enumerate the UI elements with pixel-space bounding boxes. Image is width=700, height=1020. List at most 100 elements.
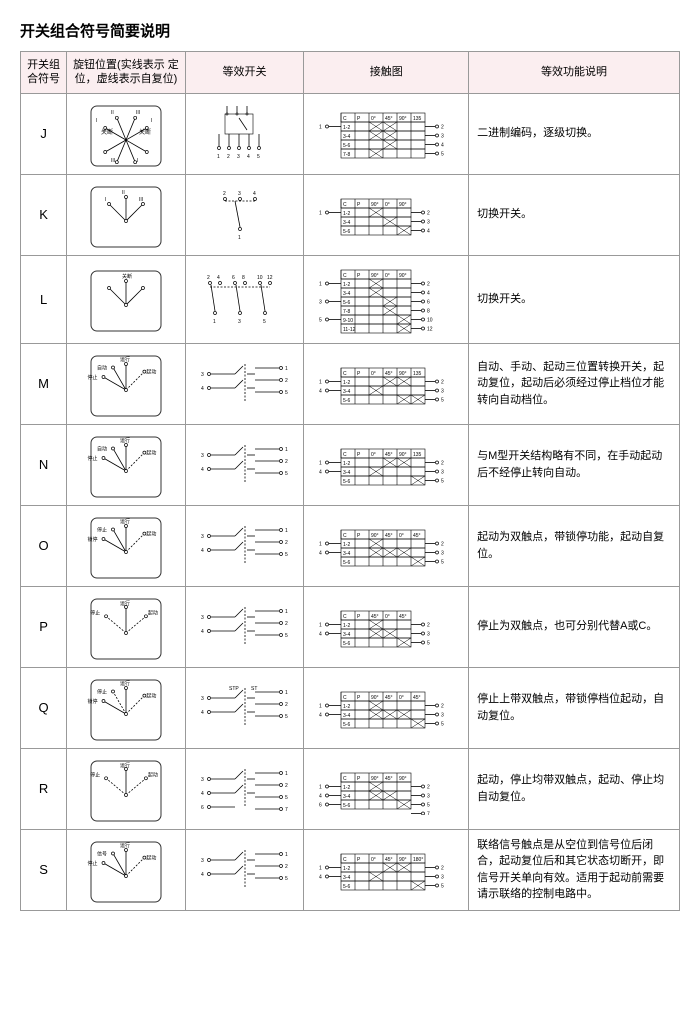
svg-text:1-2: 1-2 [343,211,350,217]
svg-text:1-2: 1-2 [343,866,350,872]
svg-text:0°: 0° [385,614,390,620]
contact-cell: CP90°45°0°45°1-23-45-614235 [304,667,469,748]
svg-text:135: 135 [413,371,422,377]
svg-text:运行: 运行 [120,762,130,769]
svg-text:C: C [343,273,347,279]
svg-text:5: 5 [441,397,444,403]
svg-text:0°: 0° [385,202,390,208]
svg-text:关断: 关断 [101,128,113,136]
svg-text:起动: 起动 [148,771,158,778]
svg-text:4: 4 [319,550,322,556]
svg-text:运行: 运行 [120,842,130,849]
svg-text:1: 1 [319,281,322,287]
knob-cell: 锁停停止运行起动 [67,667,186,748]
knob-cell: 停止自动运行起动 [67,424,186,505]
svg-text:1-2: 1-2 [343,282,350,288]
equiv-cell: 12345 [185,93,304,174]
svg-text:12: 12 [427,326,433,332]
svg-text:起动: 起动 [146,449,156,456]
svg-text:3: 3 [427,631,430,637]
svg-text:3-4: 3-4 [343,713,350,719]
svg-text:3-4: 3-4 [343,551,350,557]
svg-text:3: 3 [238,319,241,325]
svg-text:4: 4 [427,228,430,234]
svg-text:锁停: 锁停 [87,536,97,543]
svg-text:45°: 45° [385,371,393,377]
table-row: N停止自动运行起动34125CP0°45°90°1351-23-45-61423… [21,424,680,505]
svg-text:4: 4 [319,793,322,799]
svg-text:起动: 起动 [148,609,158,616]
svg-text:I: I [137,158,138,164]
table-row: M停止自动运行起动34125CP0°45°90°1351-23-45-61423… [21,343,680,424]
svg-text:5: 5 [441,559,444,565]
svg-text:停止: 停止 [97,526,107,533]
svg-text:90°: 90° [399,857,407,863]
svg-text:5-6: 5-6 [343,398,350,404]
svg-text:3-4: 3-4 [343,794,350,800]
contact-cell: CP0°45°90°1351-23-45-614235 [304,343,469,424]
svg-text:P: P [357,614,361,620]
svg-text:3: 3 [427,219,430,225]
svg-text:1: 1 [319,210,322,216]
equiv-cell: 34125 [185,343,304,424]
svg-text:5: 5 [285,633,288,639]
svg-text:C: C [343,533,347,539]
svg-text:3: 3 [441,469,444,475]
contact-cell: CP90°0°90°1-23-45-67-89-1011-12135246810… [304,255,469,343]
th-func: 等效功能说明 [469,52,680,94]
svg-text:ST: ST [251,686,257,692]
svg-text:2: 2 [285,459,288,465]
svg-text:4: 4 [427,290,430,296]
svg-text:0°: 0° [371,452,376,458]
table-row: KIIIIII2341CP90°0°90°1-23-45-61234切换开关。 [21,174,680,255]
knob-cell: 关断关断IIIIIIIIIII [67,93,186,174]
svg-text:3: 3 [319,299,322,305]
equiv-cell: 34125 [185,505,304,586]
table-row: O锁停停止运行起动34125CP90°45°0°45°1-23-45-61423… [21,505,680,586]
svg-text:3: 3 [441,712,444,718]
svg-text:5: 5 [319,317,322,323]
svg-text:4: 4 [201,710,204,716]
symbol-cell: P [21,586,67,667]
svg-text:C: C [343,371,347,377]
svg-text:4: 4 [319,712,322,718]
svg-text:0°: 0° [399,695,404,701]
symbol-cell: K [21,174,67,255]
svg-text:2: 2 [285,864,288,870]
svg-text:3: 3 [427,793,430,799]
svg-text:6: 6 [201,805,204,811]
svg-text:7: 7 [427,811,430,815]
symbol-cell: Q [21,667,67,748]
svg-text:信号: 信号 [97,850,107,857]
page-title: 开关组合符号简要说明 [20,20,680,41]
svg-text:6: 6 [232,275,235,281]
svg-text:5: 5 [285,390,288,396]
svg-text:C: C [343,776,347,782]
svg-text:2: 2 [441,865,444,871]
svg-text:2: 2 [227,154,230,160]
desc-cell: 与M型开关结构略有不同，在手动起动后不经停止转向自动。 [469,424,680,505]
table-row: R停止运行起动3461257CP90°45°90°1-23-45-6146235… [21,748,680,829]
knob-cell: 关断 [67,255,186,343]
svg-text:0°: 0° [385,273,390,279]
svg-text:1: 1 [319,460,322,466]
svg-text:停止: 停止 [87,455,97,462]
table-row: P停止运行起动34125CP45°0°45°1-23-45-614235停止为双… [21,586,680,667]
svg-text:起动: 起动 [146,530,156,537]
svg-text:3-4: 3-4 [343,291,350,297]
svg-text:5-6: 5-6 [343,641,350,647]
knob-cell: 停止运行起动 [67,748,186,829]
svg-text:0°: 0° [371,857,376,863]
svg-text:8: 8 [242,275,245,281]
svg-text:1: 1 [285,447,288,453]
svg-text:运行: 运行 [120,600,130,607]
svg-text:停止: 停止 [87,374,97,381]
svg-text:4: 4 [201,386,204,392]
svg-text:90°: 90° [371,695,379,701]
equiv-cell: 2341 [185,174,304,255]
svg-text:5: 5 [257,154,260,160]
svg-text:4: 4 [201,548,204,554]
svg-text:7-8: 7-8 [343,152,350,158]
table-row: Q锁停停止运行起动34125STPSTCP90°45°0°45°1-23-45-… [21,667,680,748]
th-knob: 旋钮位置(实线表示 定位，虚线表示自复位) [67,52,186,94]
